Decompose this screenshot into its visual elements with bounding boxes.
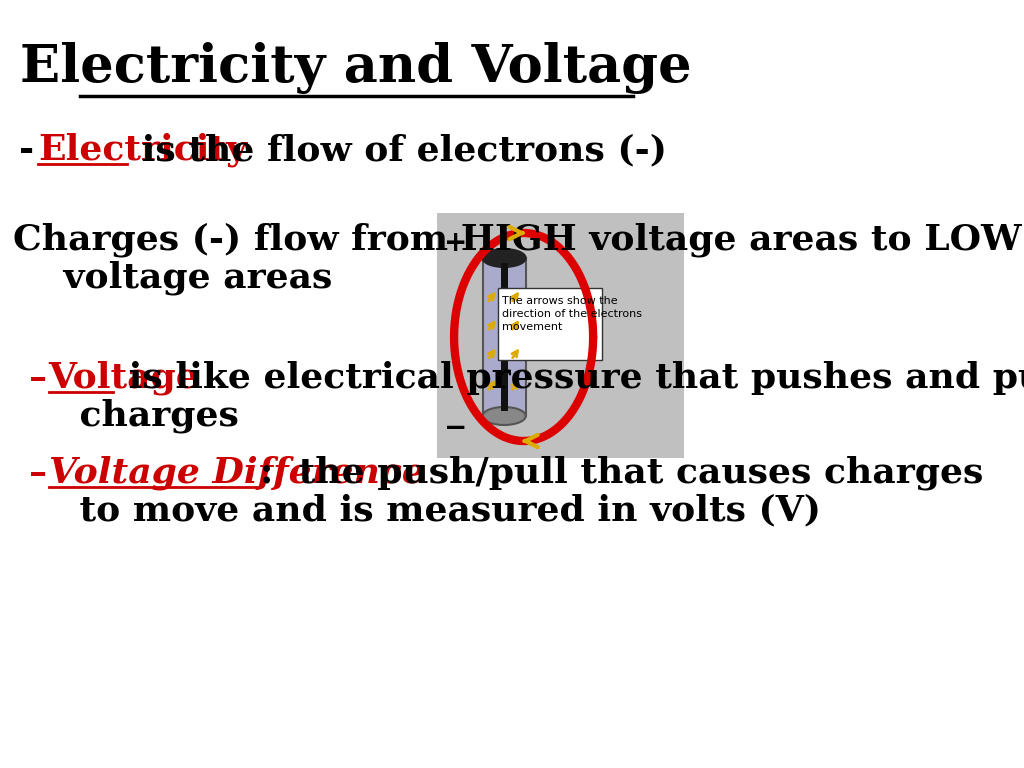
Text: Charges (-) flow from HIGH voltage areas to LOW: Charges (-) flow from HIGH voltage areas… [12, 223, 1021, 257]
Text: charges: charges [30, 399, 239, 433]
Text: Voltage Difference: Voltage Difference [49, 455, 425, 490]
Text: :  the push/pull that causes charges: : the push/pull that causes charges [260, 455, 983, 490]
Text: –: – [30, 456, 60, 490]
Ellipse shape [482, 249, 525, 267]
Text: +: + [443, 229, 467, 257]
Text: –: – [30, 361, 60, 395]
Text: is like electrical pressure that pushes and pulls: is like electrical pressure that pushes … [116, 361, 1024, 395]
Text: Voltage: Voltage [49, 361, 200, 396]
Bar [436, 213, 684, 458]
Text: voltage areas: voltage areas [12, 261, 332, 295]
Text: to move and is measured in volts (V): to move and is measured in volts (V) [30, 493, 821, 527]
Ellipse shape [482, 407, 525, 425]
Bar [482, 258, 525, 416]
Text: Electricity and Voltage: Electricity and Voltage [20, 42, 692, 94]
Text: -: - [19, 133, 47, 167]
Text: is the flow of electrons (-): is the flow of electrons (-) [129, 133, 668, 167]
Bar [501, 263, 508, 411]
Text: Electricity: Electricity [38, 133, 248, 167]
Text: −: − [443, 414, 467, 442]
Text: The arrows show the
direction of the electrons
movement: The arrows show the direction of the ele… [502, 296, 642, 333]
Bar [498, 288, 602, 360]
